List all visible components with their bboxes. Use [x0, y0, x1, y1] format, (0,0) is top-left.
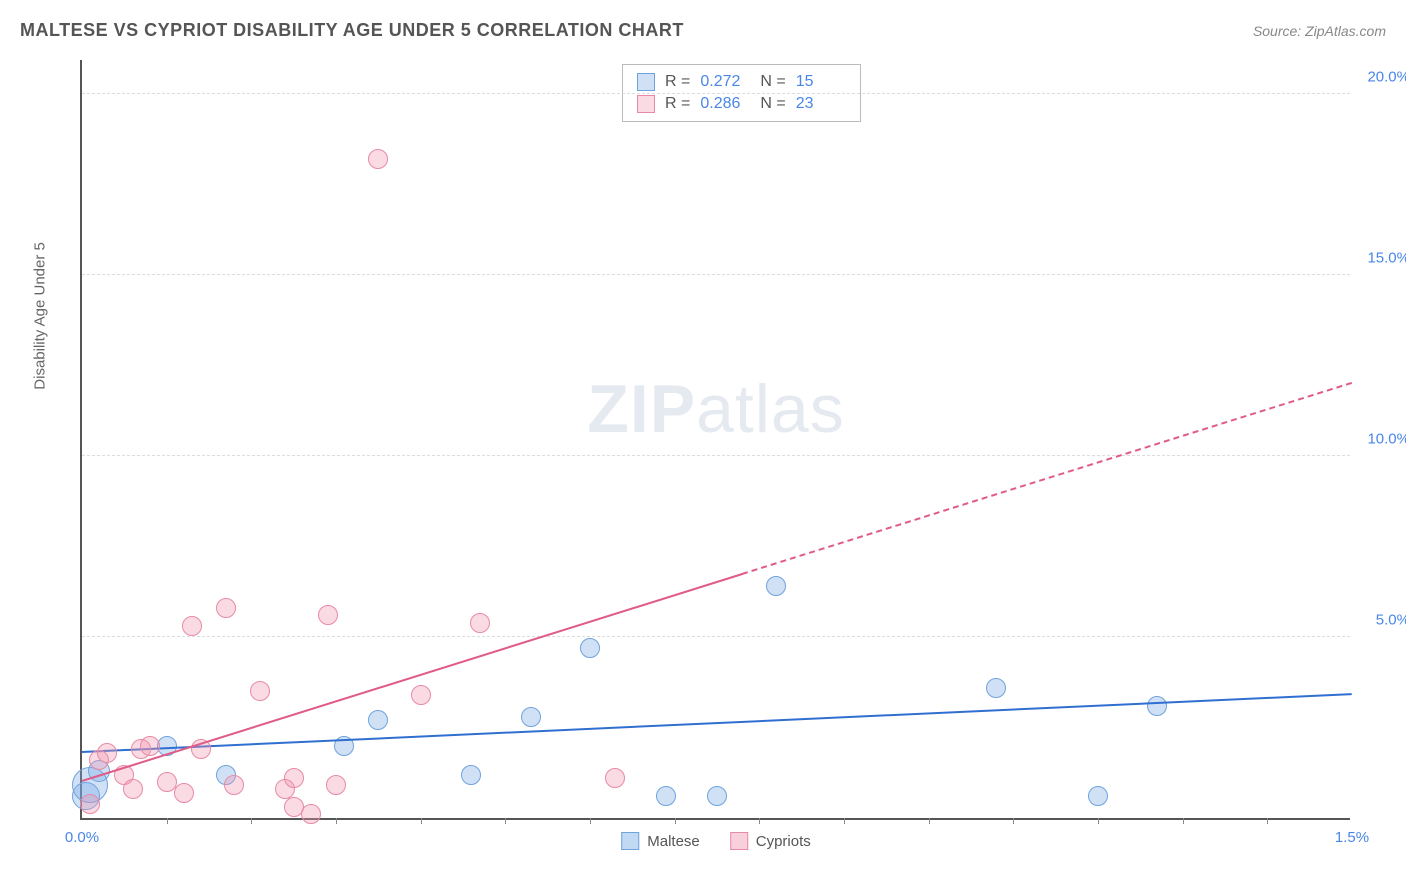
x-tick — [1098, 818, 1099, 824]
x-tick — [1183, 818, 1184, 824]
stats-row: R = 0.272 N = 15 — [637, 71, 846, 93]
y-tick-label: 20.0% — [1367, 69, 1406, 86]
gridline — [82, 93, 1350, 94]
x-tick — [505, 818, 506, 824]
stat-r-label: R = — [665, 73, 690, 91]
stat-r-value: 0.272 — [700, 73, 750, 91]
data-point — [140, 736, 160, 756]
legend-swatch — [637, 95, 655, 113]
stat-n-value: 23 — [796, 95, 846, 113]
stat-r-value: 0.286 — [700, 95, 750, 113]
legend-item[interactable]: Cypriots — [730, 832, 811, 850]
x-tick — [1013, 818, 1014, 824]
x-tick — [844, 818, 845, 824]
data-point — [80, 794, 100, 814]
gridline — [82, 636, 1350, 637]
data-point — [123, 779, 143, 799]
data-point — [318, 605, 338, 625]
data-point — [521, 707, 541, 727]
legend-swatch — [730, 832, 748, 850]
data-point — [284, 768, 304, 788]
data-point — [461, 765, 481, 785]
x-tick — [421, 818, 422, 824]
plot-region: ZIPatlas R =0.272N =15R =0.286N =23 Malt… — [80, 60, 1350, 820]
y-tick-label: 15.0% — [1367, 250, 1406, 267]
x-tick — [1267, 818, 1268, 824]
trend-line — [742, 382, 1352, 575]
x-tick — [759, 818, 760, 824]
x-tick — [336, 818, 337, 824]
data-point — [326, 775, 346, 795]
gridline — [82, 274, 1350, 275]
legend-label: Maltese — [647, 833, 700, 850]
x-tick-label: 1.5% — [1335, 829, 1369, 846]
data-point — [707, 786, 727, 806]
data-point — [250, 681, 270, 701]
trend-line — [82, 573, 743, 782]
x-tick — [590, 818, 591, 824]
data-point — [368, 710, 388, 730]
watermark-bold: ZIP — [587, 371, 696, 447]
data-point — [97, 743, 117, 763]
legend-item[interactable]: Maltese — [621, 832, 700, 850]
data-point — [368, 149, 388, 169]
stat-r-label: R = — [665, 95, 690, 113]
source-link[interactable]: ZipAtlas.com — [1305, 23, 1386, 39]
data-point — [656, 786, 676, 806]
gridline — [82, 455, 1350, 456]
x-tick — [675, 818, 676, 824]
data-point — [580, 638, 600, 658]
stat-n-label: N = — [760, 73, 785, 91]
data-point — [986, 678, 1006, 698]
data-point — [1088, 786, 1108, 806]
chart-area: Disability Age Under 5 ZIPatlas R =0.272… — [50, 60, 1360, 850]
series-legend: Maltese Cypriots — [621, 832, 811, 850]
data-point — [182, 616, 202, 636]
stat-n-value: 15 — [796, 73, 846, 91]
data-point — [605, 768, 625, 788]
y-tick-label: 5.0% — [1376, 612, 1406, 629]
data-point — [766, 576, 786, 596]
x-tick — [251, 818, 252, 824]
trend-line — [82, 693, 1352, 753]
stats-row: R = 0.286 N = 23 — [637, 93, 846, 115]
legend-swatch — [637, 73, 655, 91]
x-tick — [929, 818, 930, 824]
source-prefix: Source: — [1253, 23, 1305, 39]
data-point — [174, 783, 194, 803]
source-credit: Source: ZipAtlas.com — [1253, 23, 1386, 39]
legend-label: Cypriots — [756, 833, 811, 850]
data-point — [411, 685, 431, 705]
y-axis-label: Disability Age Under 5 — [32, 242, 49, 390]
data-point — [301, 804, 321, 824]
watermark-rest: atlas — [696, 371, 845, 447]
legend-swatch — [621, 832, 639, 850]
data-point — [224, 775, 244, 795]
data-point — [1147, 696, 1167, 716]
chart-title: MALTESE VS CYPRIOT DISABILITY AGE UNDER … — [20, 20, 684, 41]
data-point — [216, 598, 236, 618]
x-tick-label: 0.0% — [65, 829, 99, 846]
y-tick-label: 10.0% — [1367, 431, 1406, 448]
x-tick — [167, 818, 168, 824]
watermark: ZIPatlas — [587, 370, 844, 448]
data-point — [470, 613, 490, 633]
stat-n-label: N = — [760, 95, 785, 113]
